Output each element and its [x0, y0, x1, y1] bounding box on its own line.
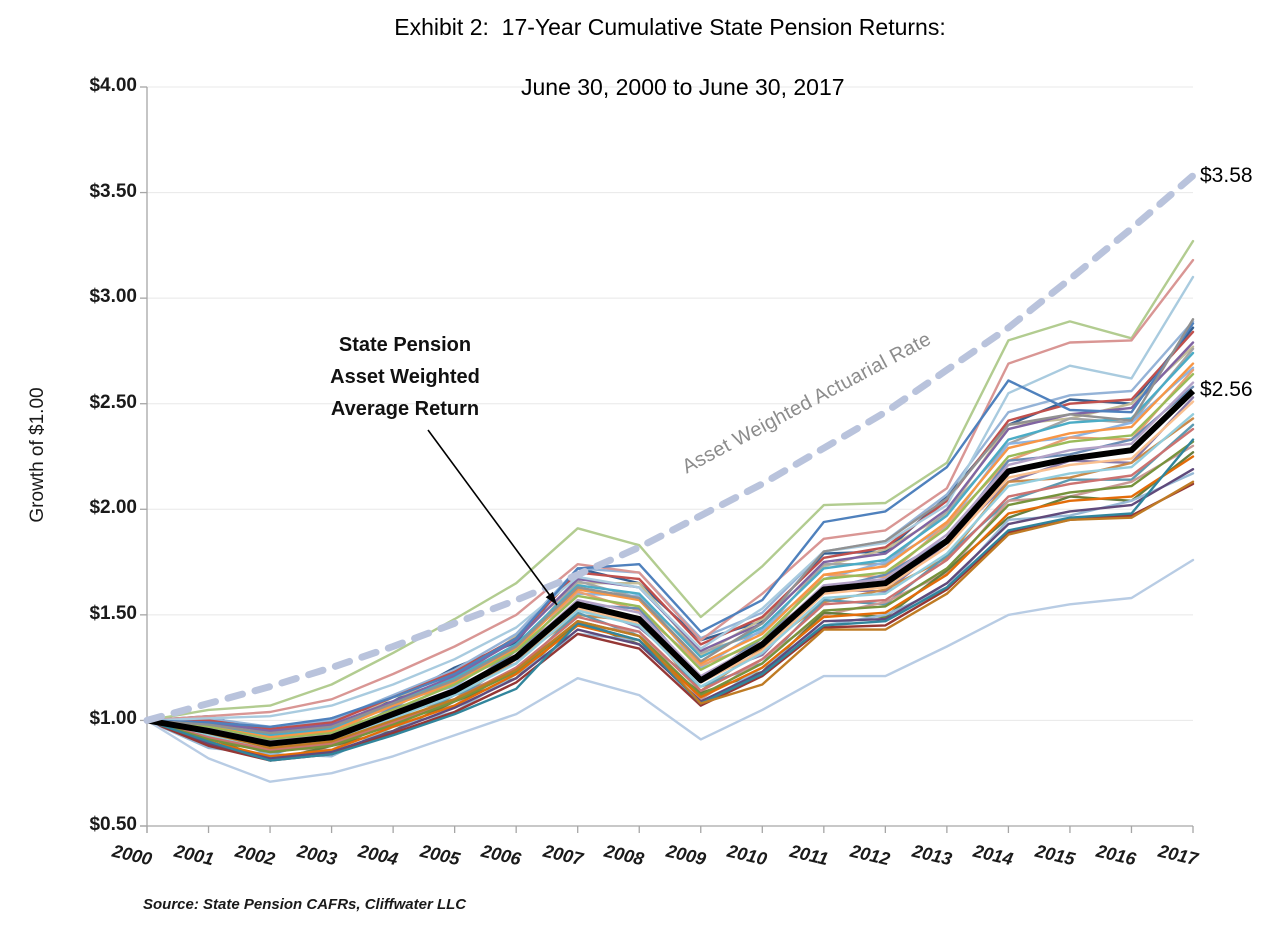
state-plan-line	[145, 351, 1195, 737]
state-plan-line	[145, 468, 1195, 760]
average-annotation-line1: State Pension	[338, 334, 472, 356]
average-annotation-line2: Asset Weighted	[330, 366, 480, 388]
state-plan-line	[145, 318, 1195, 735]
state-plan-line	[145, 438, 1195, 762]
y-tick-label: $1.50	[89, 602, 137, 624]
state-plan-line	[145, 362, 1195, 739]
average-end-value-label: $2.56	[1200, 378, 1253, 401]
y-tick-label: $2.00	[89, 497, 137, 519]
chart-title-line2: June 30, 2000 to June 30, 2017	[521, 74, 845, 100]
state-plan-line	[145, 322, 1195, 728]
chart-title: Exhibit 2: 17-Year Cumulative State Pens…	[147, 12, 1193, 132]
state-plan-line	[145, 373, 1195, 741]
y-tick-label: $4.00	[89, 75, 137, 96]
y-axis-title: Growth of $1.00	[27, 387, 48, 523]
average-annotation-line3: Average Return	[330, 398, 480, 420]
annotation-arrowhead	[545, 591, 557, 605]
state-plan-line	[145, 385, 1195, 741]
state-plan-line	[145, 480, 1195, 750]
state-plan-line	[145, 427, 1195, 752]
actuarial-end-value-label: $3.58	[1200, 164, 1253, 187]
annotation-arrow	[427, 429, 558, 606]
state-plan-line	[145, 239, 1195, 722]
state-plan-line	[145, 381, 1195, 743]
average-return-line	[146, 388, 1196, 747]
y-tick-label: $1.00	[89, 708, 137, 730]
state-plan-line	[145, 275, 1195, 722]
y-tick-label: $3.00	[89, 286, 137, 308]
state-plan-line	[145, 330, 1195, 731]
source-note: Source: State Pension CAFRs, Cliffwater …	[143, 896, 467, 913]
y-tick-label: $3.50	[89, 180, 137, 202]
chart-title-line1: Exhibit 2: 17-Year Cumulative State Pens…	[394, 14, 946, 40]
state-plan-line	[145, 258, 1195, 722]
actuarial-rate-line	[143, 172, 1197, 724]
y-tick-label: $2.50	[89, 391, 137, 413]
y-tick-label: $0.50	[89, 814, 137, 835]
state-plan-line	[145, 558, 1195, 783]
average-line-annotation: State Pension Asset Weighted Average Ret…	[300, 329, 510, 425]
state-plan-line	[145, 368, 1195, 745]
state-plan-line	[145, 440, 1195, 754]
